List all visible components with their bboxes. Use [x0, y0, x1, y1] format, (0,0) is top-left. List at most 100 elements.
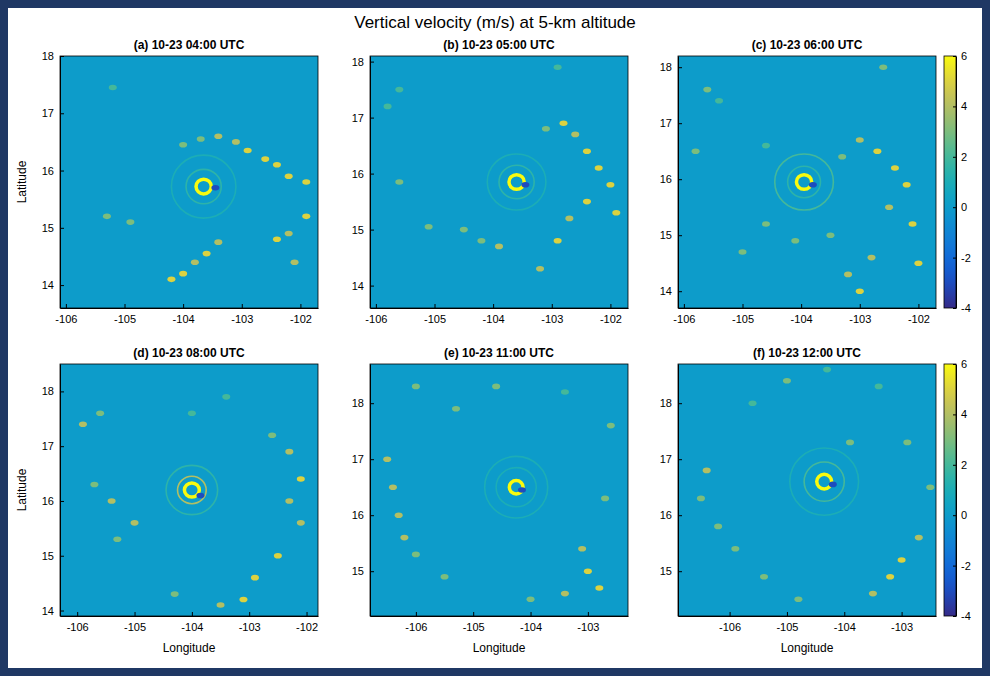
tick: -103: [849, 304, 871, 325]
convective-cell: [873, 148, 881, 154]
convective-cell: [197, 136, 205, 142]
tick-label: 6: [961, 358, 967, 370]
tick: 16: [660, 173, 682, 185]
convective-cell: [126, 219, 134, 225]
tick-mark: [300, 304, 301, 308]
eyewall-ring: [196, 179, 211, 194]
axis: 15161718: [660, 365, 682, 617]
tick-mark: [370, 174, 374, 175]
convective-cell: [829, 482, 837, 488]
axis-title: Longitude: [163, 641, 216, 655]
convective-cell: [703, 468, 711, 474]
tick-label: -106: [719, 621, 741, 633]
convective-cell: [297, 520, 305, 526]
tick-mark: [370, 230, 374, 231]
convective-cell: [903, 440, 911, 446]
tick: -104: [483, 304, 505, 325]
tick-label: -103: [239, 621, 261, 633]
tick-label: 14: [42, 279, 54, 291]
convective-cell: [731, 546, 739, 552]
tick-label: 15: [42, 222, 54, 234]
tick-label: -106: [67, 621, 89, 633]
tick-mark: [953, 616, 956, 617]
tick-label: 4: [961, 408, 967, 420]
convective-cell: [96, 411, 104, 417]
tick-mark: [192, 612, 193, 616]
axis: -106-105-104-103-102: [365, 304, 628, 325]
tick-label: 2: [961, 151, 967, 163]
axis-line: [679, 616, 937, 617]
plot-frame: [60, 364, 318, 616]
axis: -106-105-104-103: [679, 612, 937, 633]
tick-mark: [730, 612, 731, 616]
tick: -104: [173, 304, 195, 325]
convective-cell: [856, 137, 864, 143]
axis: 1415161718: [42, 50, 64, 308]
plot-area: [60, 56, 318, 308]
convective-cell: [389, 484, 397, 490]
convective-cell: [595, 165, 603, 171]
eyewall-ring: [775, 154, 834, 210]
tick-mark: [953, 465, 956, 466]
tick-label: -103: [577, 621, 599, 633]
tick: 2: [953, 151, 967, 163]
tick-mark: [953, 515, 956, 516]
convective-cell: [232, 139, 240, 145]
tick-label: 0: [961, 201, 967, 213]
tick-mark: [678, 459, 682, 460]
tick-mark: [60, 446, 64, 447]
eyewall-ring: [796, 175, 811, 190]
tick: 4: [953, 100, 967, 112]
convective-cell: [565, 216, 573, 222]
tick-label: 18: [660, 397, 672, 409]
tick-label: -102: [296, 621, 318, 633]
convective-cell: [794, 596, 802, 602]
convective-cell: [395, 179, 403, 185]
convective-cell: [383, 456, 391, 462]
tick: 0: [953, 509, 967, 521]
tick-mark: [610, 304, 611, 308]
convective-cell: [868, 255, 876, 261]
tick-label: 2: [961, 459, 967, 471]
tick: 16: [352, 509, 374, 521]
tick-mark: [678, 515, 682, 516]
convective-cell: [285, 498, 293, 504]
convective-cell: [898, 557, 906, 563]
tick-label: -104: [483, 313, 505, 325]
tick-label: -103: [541, 313, 563, 325]
eyewall-ring: [804, 462, 844, 501]
panel-title: (e) 10-23 11:00 UTC: [444, 346, 554, 360]
tick-label: 18: [42, 385, 54, 397]
convective-cell: [217, 602, 225, 608]
tick: 4: [953, 408, 967, 420]
tick-mark: [953, 56, 956, 57]
tick-mark: [493, 304, 494, 308]
axis-line: [678, 365, 679, 617]
tick: -105: [124, 612, 146, 633]
convective-cell: [302, 214, 310, 220]
tick-label: 18: [660, 61, 672, 73]
plot-area: [678, 56, 936, 308]
eyewall-ring: [790, 448, 859, 515]
convective-cell: [400, 535, 408, 541]
tick: 18: [352, 397, 374, 409]
tick: 0: [953, 201, 967, 213]
tick-mark: [588, 612, 589, 616]
tick-label: 18: [352, 56, 364, 68]
tick: 15: [352, 565, 374, 577]
eyewall-ring: [186, 169, 221, 203]
tick: 17: [660, 117, 682, 129]
colorbar: [944, 56, 956, 308]
tick-label: 6: [961, 50, 967, 62]
tick-mark: [370, 515, 374, 516]
tick-label: 14: [660, 285, 672, 297]
tick-mark: [242, 304, 243, 308]
convective-cell: [239, 597, 247, 603]
tick-label: -104: [791, 313, 813, 325]
tick-label: 16: [352, 509, 364, 521]
convective-cell: [222, 394, 230, 400]
tick: 17: [42, 440, 64, 452]
tick: 15: [660, 229, 682, 241]
convective-cell: [460, 227, 468, 233]
tick: -105: [732, 304, 754, 325]
